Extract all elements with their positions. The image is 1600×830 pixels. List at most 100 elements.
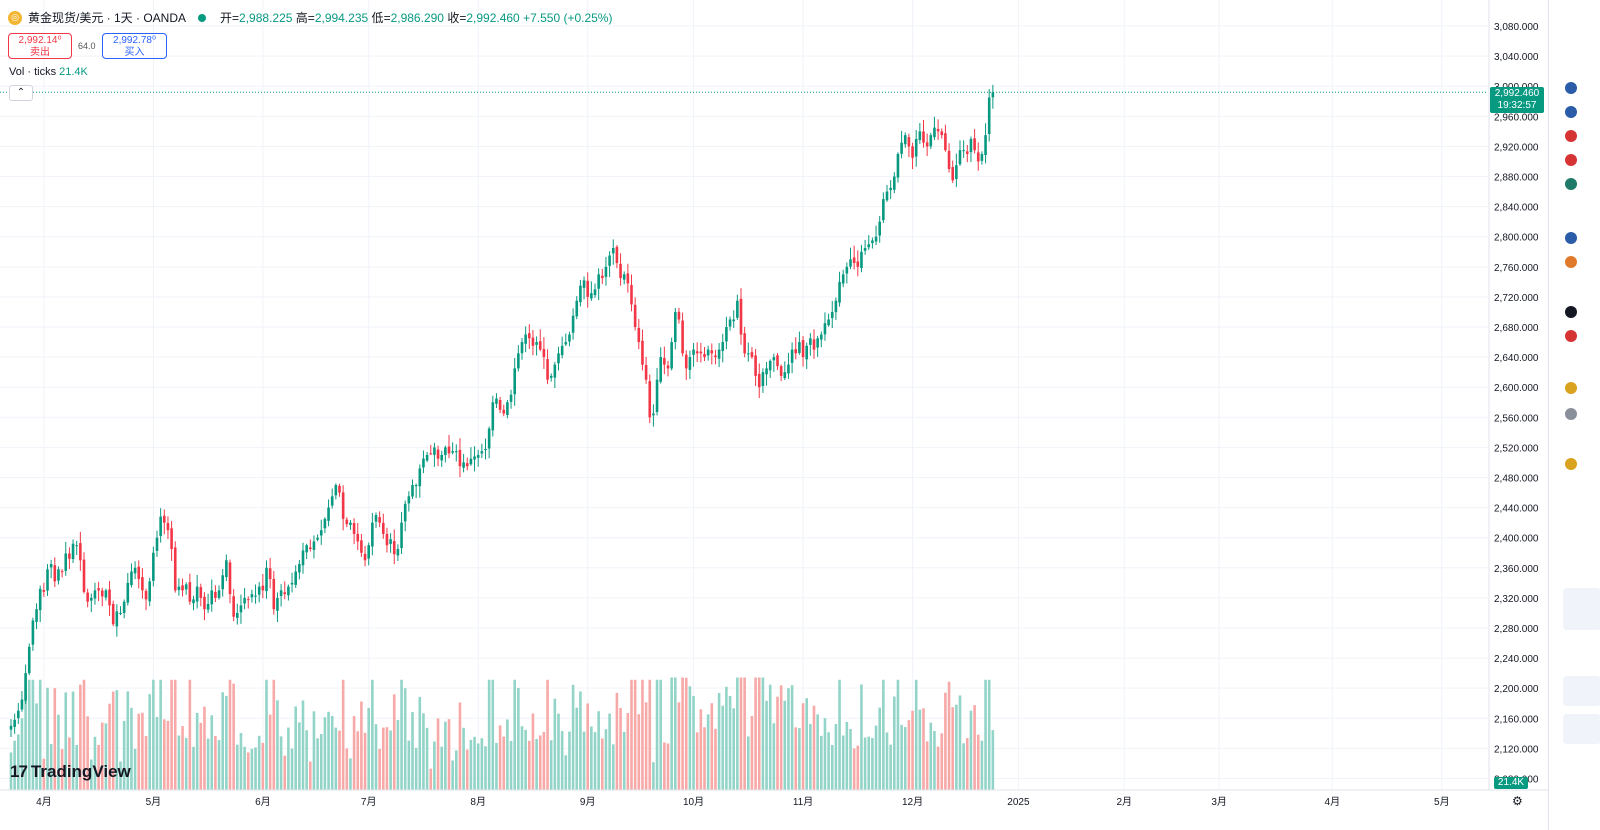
volume-bar: [535, 739, 538, 790]
side-panel-card[interactable]: [1563, 676, 1600, 706]
volume-bar: [557, 713, 560, 790]
volume-bar: [798, 728, 801, 790]
volume-bar: [867, 736, 871, 790]
candle-body: [400, 522, 403, 549]
candle-body: [757, 373, 761, 388]
candle-body: [469, 458, 473, 465]
volume-bar: [674, 677, 677, 790]
candle-body: [159, 516, 162, 536]
candle-body: [794, 349, 798, 354]
volume-bar: [228, 679, 232, 790]
candle-body: [546, 359, 549, 380]
watchlist-flag-icon[interactable]: [1565, 154, 1577, 166]
candle-body: [622, 274, 626, 280]
volume-bar: [929, 722, 933, 790]
volume-bar: [809, 723, 812, 790]
volume-bar: [433, 741, 436, 790]
volume-bar: [203, 706, 206, 790]
watchlist-flag-icon[interactable]: [1565, 458, 1577, 470]
volume-bar: [684, 677, 688, 790]
candle-body: [911, 146, 914, 158]
symbol-title[interactable]: 黄金现货/美元 · 1天 · OANDA: [28, 11, 187, 25]
candle-body: [947, 150, 951, 170]
volume-bar: [783, 700, 787, 790]
volume-bar: [356, 731, 360, 790]
volume-bar: [495, 742, 498, 790]
watchlist-flag-icon[interactable]: [1565, 256, 1577, 268]
time-axis[interactable]: 4月 5月 6月 7月 8月 9月 10月 11月 12月 2025 2月 3月 4月 5月: [0, 789, 1548, 808]
candle-body: [743, 333, 746, 354]
candle-body: [524, 334, 527, 344]
candle-body: [97, 588, 100, 591]
volume-bar: [947, 681, 951, 790]
volume-bar: [885, 732, 889, 790]
candle-body: [203, 596, 206, 610]
volume-legend[interactable]: Vol · ticks 21.4K: [9, 66, 88, 78]
watchlist-flag-icon[interactable]: [1565, 408, 1577, 420]
volume-bar: [688, 686, 692, 790]
price-tick-label: 2,400.000: [1494, 534, 1539, 545]
candle-body: [732, 319, 735, 322]
watchlist-flag-icon[interactable]: [1565, 106, 1577, 118]
candle-body: [663, 358, 666, 365]
watchlist-flag-icon[interactable]: [1565, 382, 1577, 394]
volume-bar: [637, 714, 641, 790]
volume-bar: [254, 747, 257, 790]
volume-bar: [878, 707, 881, 790]
volume-bar: [465, 749, 469, 790]
watchlist-flag-icon[interactable]: [1565, 178, 1577, 190]
volume-bar: [469, 739, 473, 790]
sell-button[interactable]: 2,992.14⁰ 卖出: [8, 33, 72, 59]
volume-bar: [663, 742, 666, 790]
watchlist-flag-icon[interactable]: [1565, 306, 1577, 318]
time-tick-label: 12月: [902, 796, 923, 808]
candlestick-chart[interactable]: 2,080.0002,120.0002,160.0002,200.0002,24…: [0, 0, 1548, 830]
candle-body: [301, 550, 305, 566]
candle-body: [473, 456, 476, 460]
watchlist-flag-icon[interactable]: [1565, 82, 1577, 94]
volume-bar: [221, 692, 224, 790]
volume-bar: [528, 740, 531, 790]
candle-body: [914, 138, 918, 157]
candle-body: [925, 142, 929, 147]
volume-bar: [538, 735, 542, 790]
candle-body: [637, 327, 641, 343]
candle-body: [436, 449, 440, 459]
candle-body: [75, 545, 78, 547]
candle-body: [184, 584, 188, 590]
volume-bar: [732, 708, 735, 790]
side-panel-card[interactable]: [1563, 588, 1600, 630]
candle-body: [980, 153, 984, 161]
candle-body: [739, 298, 743, 335]
candle-body: [936, 128, 940, 132]
candle-body: [42, 590, 46, 592]
volume-bar: [210, 715, 214, 790]
candle-body: [754, 355, 757, 376]
tradingview-logo[interactable]: 17 TradingView: [10, 762, 131, 782]
volume-bar: [852, 748, 856, 790]
candle-body: [356, 533, 360, 542]
volume-bar: [86, 716, 89, 790]
price-axis[interactable]: 2,080.0002,120.0002,160.0002,200.0002,24…: [1488, 0, 1539, 790]
candle-body: [27, 646, 31, 674]
watchlist-flag-icon[interactable]: [1565, 330, 1577, 342]
buy-button[interactable]: 2,992.78⁰ 买入: [102, 33, 167, 59]
volume-bar: [984, 679, 987, 790]
watchlist-flag-icon[interactable]: [1565, 130, 1577, 142]
candle-body: [458, 449, 462, 467]
watchlist-flag-icon[interactable]: [1565, 232, 1577, 244]
side-panel-card[interactable]: [1563, 714, 1600, 744]
collapse-legend-button[interactable]: ⌃: [9, 85, 33, 101]
volume-bar: [382, 727, 385, 790]
volume-bar: [57, 714, 60, 790]
volume-bar: [462, 727, 465, 790]
volume-bar: [53, 688, 57, 790]
candle-body: [787, 364, 790, 374]
volume-bar: [163, 719, 166, 790]
volume-bar: [46, 687, 49, 790]
volume-bar: [524, 729, 527, 790]
volume-bar: [787, 688, 790, 790]
gear-icon[interactable]: ⚙: [1512, 794, 1523, 808]
volume-bar: [184, 737, 188, 790]
volume-bar: [513, 679, 516, 790]
